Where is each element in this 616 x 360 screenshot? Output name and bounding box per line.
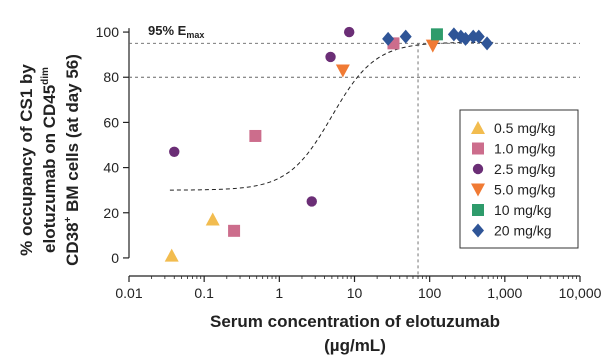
y-tick-label: 100 <box>96 24 120 40</box>
y-tick-label: 0 <box>111 250 119 266</box>
data-points <box>164 26 494 262</box>
annotation-emax-subscript: max <box>186 30 204 40</box>
data-point-1-0-mg-kg <box>249 129 262 142</box>
legend-marker-2-5-mg-kg <box>472 163 484 175</box>
data-point-2-5-mg-kg <box>306 196 317 207</box>
legend: 0.5 mg/kg 1.0 mg/kg 2.5 mg/kg 5.0 mg/kg 10 m… <box>459 109 579 249</box>
data-point-20-mg-kg <box>382 31 395 46</box>
x-axis-title-line1: Serum concentration of elotuzumab <box>210 312 500 331</box>
data-point-10-mg-kg <box>430 28 443 41</box>
y-axis-title-line2: elotuzumab on CD45dim <box>40 67 59 253</box>
legend-label-20-mg-kg: 20 mg/kg <box>494 223 552 239</box>
data-point-0-5-mg-kg <box>164 248 179 262</box>
y-axis-title-line1: % occupancy of CS1 by <box>17 64 36 256</box>
axes: 0.01 0.1 1 10 100 1,000 10,000 0 20 40 60 80 100 <box>96 24 602 301</box>
y-tick-label: 20 <box>103 205 119 221</box>
data-point-5-0-mg-kg <box>335 64 350 78</box>
data-point-20-mg-kg <box>481 36 494 51</box>
legend-marker-20-mg-kg <box>472 223 484 238</box>
x-tick-label: 10 <box>347 285 363 301</box>
legend-marker-5-0-mg-kg <box>471 183 485 197</box>
x-tick-label: 1,000 <box>487 285 522 301</box>
data-point-1-0-mg-kg <box>228 224 241 237</box>
x-tick-label: 0.1 <box>194 285 214 301</box>
legend-label-5-0-mg-kg: 5.0 mg/kg <box>494 182 555 198</box>
data-point-20-mg-kg <box>472 29 485 44</box>
y-tick-label: 80 <box>103 69 119 85</box>
y-axis-title-line3: CD38+ BM cells (at day 56) <box>63 54 82 266</box>
legend-marker-0-5-mg-kg <box>471 121 485 134</box>
legend-marker-10-mg-kg <box>472 204 484 216</box>
fit-curve <box>169 41 494 191</box>
fit-curve-group <box>169 41 494 191</box>
x-tick-label: 0.01 <box>115 285 142 301</box>
y-tick-label: 40 <box>103 160 119 176</box>
y-axis-title: % occupancy of CS1 by elotuzumab on CD45… <box>17 54 82 266</box>
data-point-2-5-mg-kg <box>325 51 336 63</box>
x-tick-label: 1 <box>275 285 283 301</box>
annotation-emax: 95% Emax <box>148 23 204 40</box>
legend-marker-1-0-mg-kg <box>472 142 484 155</box>
data-point-2-5-mg-kg <box>169 146 180 157</box>
x-tick-label: 10,000 <box>559 285 602 301</box>
x-axis-title-line2: (µg/mL) <box>324 336 386 355</box>
data-point-20-mg-kg <box>399 29 412 44</box>
data-point-0-5-mg-kg <box>205 212 220 226</box>
legend-label-10-mg-kg: 10 mg/kg <box>494 202 552 218</box>
y-tick-label: 60 <box>103 114 119 130</box>
x-tick-label: 100 <box>418 285 442 301</box>
data-point-5-0-mg-kg <box>425 39 440 53</box>
legend-label-2-5-mg-kg: 2.5 mg/kg <box>494 161 555 177</box>
legend-label-1-0-mg-kg: 1.0 mg/kg <box>494 141 555 157</box>
data-point-20-mg-kg <box>459 31 472 46</box>
data-point-2-5-mg-kg <box>343 26 355 38</box>
legend-label-0-5-mg-kg: 0.5 mg/kg <box>494 120 555 136</box>
reference-lines <box>129 42 580 276</box>
